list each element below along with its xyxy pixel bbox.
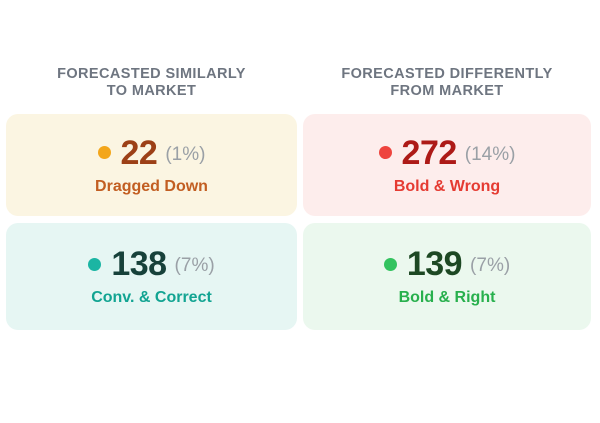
stat-value: 22: [120, 133, 158, 172]
column-header-similar-to-market: FORECASTED SIMILARLY TO MARKET: [57, 66, 246, 99]
stat-card-bold-and-right: 139 (7%) Bold & Right: [303, 223, 591, 330]
stat-percent: (7%): [470, 255, 511, 276]
stat-value: 272: [401, 133, 458, 172]
stat-label: Dragged Down: [95, 177, 208, 195]
stat-card-dragged-down: 22 (1%) Dragged Down: [6, 114, 297, 216]
stat-value: 138: [111, 245, 167, 283]
stat-row: 22 (1%): [97, 133, 206, 172]
stat-label: Bold & Wrong: [393, 177, 501, 195]
column-header-differently-from-market: FORECASTED DIFFERENTLY FROM MARKET: [341, 66, 553, 99]
stat-card-bold-and-wrong: 272 (14%) Bold & Wrong: [303, 114, 591, 216]
stat-percent: (7%): [174, 255, 215, 276]
stat-row: 272 (14%): [378, 133, 516, 172]
bold-and-wrong-dot-icon: [378, 146, 392, 159]
stat-row: 139 (7%): [383, 245, 511, 283]
bold-and-right-dot-icon: [383, 257, 397, 271]
stat-label: Conv. & Correct: [91, 289, 212, 306]
stat-card-conventional-and-correct: 138 (7%) Conv. & Correct: [6, 223, 297, 330]
stat-percent: (14%): [464, 143, 516, 165]
stat-row: 138 (7%): [88, 245, 215, 283]
stat-value: 139: [406, 245, 463, 283]
stat-percent: (1%): [165, 143, 206, 165]
conventional-and-correct-dot-icon: [88, 257, 102, 271]
column-headers: FORECASTED SIMILARLY TO MARKET FORECASTE…: [0, 66, 600, 100]
dragged-down-dot-icon: [97, 146, 111, 159]
stat-cards-grid: 22 (1%) Dragged Down 272 (14%) Bold & Wr…: [0, 114, 600, 330]
stat-label: Bold & Right: [398, 289, 496, 306]
